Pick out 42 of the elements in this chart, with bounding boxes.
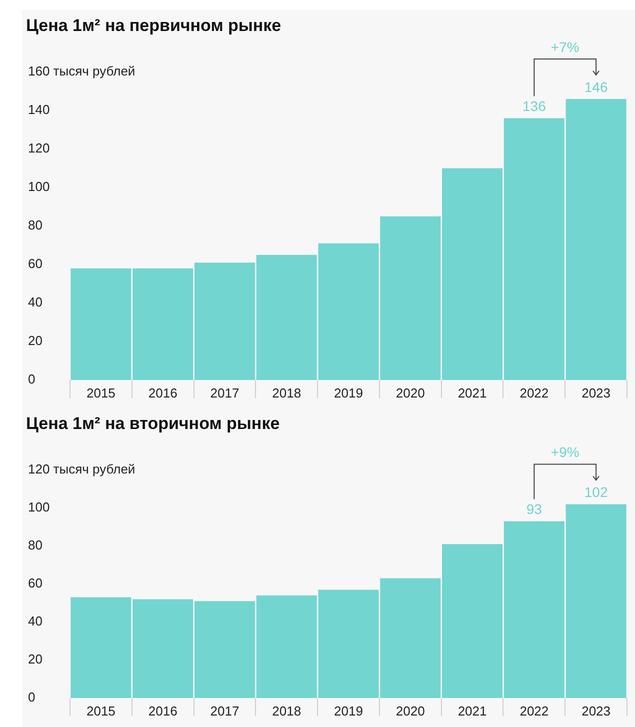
x-tick-label: 2016 (148, 703, 178, 718)
y-tick-label: 160 тысяч рублей (28, 64, 136, 79)
y-tick-label: 40 (28, 294, 42, 310)
x-tick-label: 2020 (396, 385, 425, 400)
y-tick-label: 80 (28, 538, 42, 553)
text: +9% (550, 444, 580, 460)
y-tick-label: 40 (28, 614, 42, 629)
data-label: 146 (584, 78, 608, 95)
x-tick-label: 2016 (148, 385, 178, 400)
chart-title: Цена 1м² на первичном рынке (26, 16, 282, 36)
y-tick-label: 100 (28, 500, 50, 515)
data-label: 102 (584, 484, 608, 500)
y-tick-label: 120 (28, 140, 50, 156)
x-tick-label: 2018 (272, 385, 302, 400)
x-tick-label: 2015 (86, 703, 116, 718)
chart-title: Цена 1м² на вторичном рынке (26, 414, 280, 434)
y-tick-label: 120 тысяч рублей (28, 462, 136, 477)
y-tick-label: 20 (28, 333, 42, 348)
text: +7% (550, 38, 580, 55)
x-tick-label: 2018 (272, 703, 302, 718)
data-label: 93 (526, 501, 542, 518)
x-tick-label: 2022 (520, 703, 549, 718)
x-tick-label: 2021 (458, 385, 487, 400)
y-tick-label: 60 (28, 576, 42, 591)
y-tick-label: 140 (28, 102, 50, 118)
x-tick-label: 2017 (210, 703, 240, 718)
y-tick-label: 100 (28, 179, 50, 194)
y-tick-label: 20 (28, 652, 42, 667)
y-tick-label: 60 (28, 256, 42, 272)
data-label: 136 (522, 98, 546, 114)
x-tick-label: 2019 (334, 385, 363, 400)
x-tick-label: 2020 (396, 703, 425, 718)
y-tick-label: 0 (28, 690, 36, 705)
x-tick-label: 2019 (334, 703, 363, 718)
x-tick-label: 2023 (582, 703, 611, 718)
y-tick-label: 0 (28, 372, 36, 387)
x-tick-label: 2015 (86, 385, 116, 400)
x-tick-label: 2022 (520, 385, 549, 400)
x-tick-label: 2017 (210, 385, 240, 400)
y-tick-label: 80 (28, 218, 42, 233)
x-tick-label: 2021 (458, 703, 487, 718)
x-tick-label: 2023 (582, 385, 611, 400)
